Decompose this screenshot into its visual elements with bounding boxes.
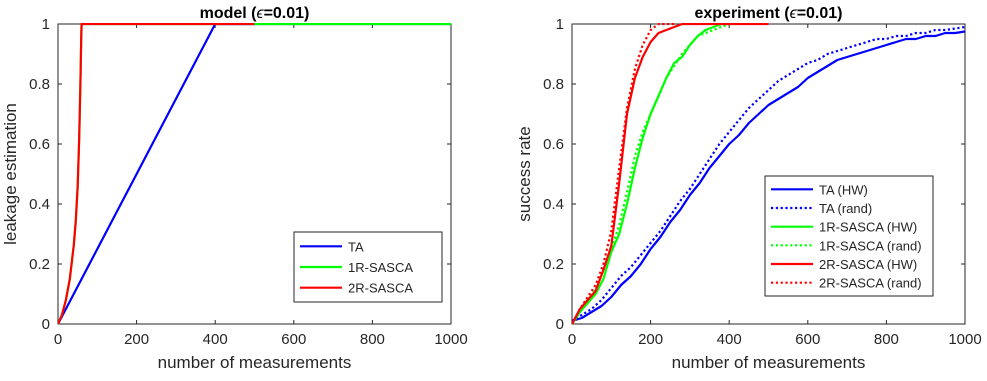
y-tick-label: 1 <box>42 16 50 33</box>
series-line-3 <box>58 23 255 325</box>
y-tick-label: 0.6 <box>543 136 564 153</box>
y-axis-label: success rate <box>515 126 534 221</box>
y-tick-label: 0.2 <box>543 256 564 273</box>
x-tick-label: 400 <box>203 331 228 348</box>
series-line-1 <box>572 30 965 323</box>
y-tick-label: 0 <box>42 316 50 333</box>
chart-panel-1: 0 200 400 600 800 1000 0 0.2 0.4 0.6 0.8 1 number of… <box>1 5 468 372</box>
y-tick-label: 1 <box>556 16 564 33</box>
x-tick-label: 0 <box>568 331 576 348</box>
series-group <box>58 23 451 325</box>
x-axis-label: number of measurements <box>672 353 866 372</box>
y-tick-label: 0.4 <box>543 196 564 213</box>
y-tick-label: 0.2 <box>29 256 50 273</box>
chart-title-prefix: model ( <box>200 5 258 22</box>
legend-label: 2R-SASCA (rand) <box>819 276 922 291</box>
chart-panel-2: 0 200 400 600 800 1000 0 0.2 0.4 0.6 0.8 1 number of… <box>515 5 982 372</box>
y-tick-label: 0.8 <box>543 76 564 93</box>
x-tick-label: 800 <box>360 331 385 348</box>
y-tick-label: 0.8 <box>29 76 50 93</box>
legend-label: TA <box>348 239 364 254</box>
legend: TA 1R-SASCA 2R-SASCA <box>293 231 443 303</box>
legend-label: 1R-SASCA (HW) <box>819 220 917 235</box>
legend-box <box>764 175 934 297</box>
x-tick-label: 600 <box>281 331 306 348</box>
y-axis-label: leakage estimation <box>1 103 20 245</box>
chart-title-symbol: ϵ <box>257 5 265 22</box>
legend-label: 2R-SASCA <box>348 281 413 296</box>
series-group <box>572 23 965 325</box>
legend-label: 2R-SASCA (HW) <box>819 257 917 272</box>
x-tick-label: 200 <box>638 331 663 348</box>
legend-label: TA (rand) <box>819 201 872 216</box>
chart-title: model (ϵ=0.01) <box>200 5 310 22</box>
x-tick-label: 600 <box>795 331 820 348</box>
legend-label: 1R-SASCA (rand) <box>819 238 922 253</box>
x-tick-label: 1000 <box>948 331 981 348</box>
chart-title-suffix: =0.01) <box>797 5 843 22</box>
chart-title-symbol: ϵ <box>790 5 798 22</box>
y-tick-label: 0.4 <box>29 196 50 213</box>
x-tick-label: 1000 <box>434 331 467 348</box>
series-line-5 <box>572 23 769 325</box>
y-tick-label: 0.6 <box>29 136 50 153</box>
chart-title: experiment (ϵ=0.01) <box>694 5 842 22</box>
y-tick-label: 0 <box>556 316 564 333</box>
x-tick-label: 400 <box>717 331 742 348</box>
x-axis-label: number of measurements <box>158 353 352 372</box>
chart-title-suffix: =0.01) <box>264 5 310 22</box>
legend-label: 1R-SASCA <box>348 260 413 275</box>
series-line-6 <box>572 23 675 325</box>
x-tick-label: 200 <box>124 331 149 348</box>
legend: TA (HW) TA (rand) 1R-SASCA (HW) 1R-SASCA (r… <box>764 175 934 297</box>
chart-title-prefix: experiment ( <box>694 5 790 22</box>
legend-label: TA (HW) <box>819 182 868 197</box>
x-tick-label: 0 <box>54 331 62 348</box>
x-tick-label: 800 <box>874 331 899 348</box>
